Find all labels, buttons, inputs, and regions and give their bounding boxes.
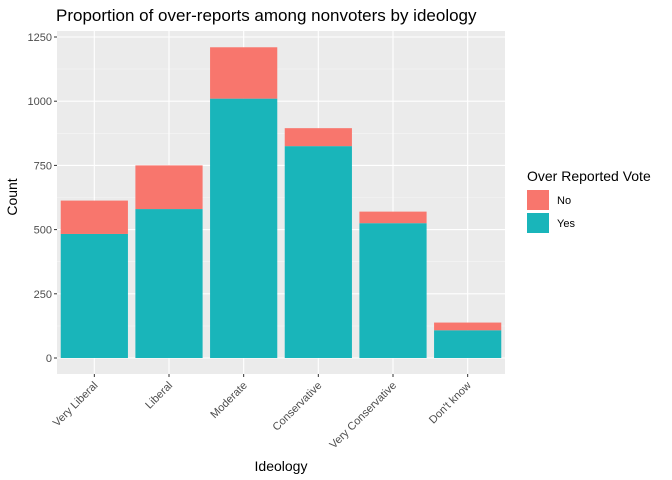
y-tick-label: 250 xyxy=(34,289,52,301)
bar-no xyxy=(434,322,502,331)
x-tick-label: Very Liberal xyxy=(51,380,101,430)
legend-title: Over Reported Vote xyxy=(527,168,651,184)
legend-key xyxy=(527,190,549,210)
bar-yes xyxy=(210,98,278,358)
y-axis: 0 250 500 750 1000 1250 xyxy=(28,32,57,365)
bar-no xyxy=(359,211,427,224)
legend-label: No xyxy=(557,195,571,207)
y-tick-label: 1250 xyxy=(28,32,52,44)
y-tick-label: 1000 xyxy=(28,96,52,108)
plot-panel xyxy=(57,31,505,374)
legend: Over Reported Vote No Yes xyxy=(527,168,651,233)
bar-no xyxy=(210,47,278,99)
x-axis: Very Liberal Liberal Moderate Conservative V… xyxy=(51,374,474,451)
bar-yes xyxy=(135,209,203,358)
x-tick-label: Very Conservative xyxy=(328,380,400,452)
legend-key xyxy=(527,213,549,233)
x-tick-label: Liberal xyxy=(143,380,175,412)
x-tick-label: Conservative xyxy=(271,380,325,434)
x-tick-label: Don't know xyxy=(427,380,474,427)
x-axis-title: Ideology xyxy=(255,458,308,474)
bar-no xyxy=(60,200,128,234)
chart-title: Proportion of over-reports among nonvote… xyxy=(56,6,477,25)
y-tick-label: 750 xyxy=(34,160,52,172)
bar-yes xyxy=(284,146,352,358)
bar-no xyxy=(135,165,203,210)
y-tick-label: 0 xyxy=(46,353,52,365)
y-axis-title: Count xyxy=(4,178,20,215)
panel-background xyxy=(57,31,505,374)
bar-yes xyxy=(359,223,427,358)
bar-no xyxy=(284,128,352,147)
bar-yes xyxy=(60,233,128,358)
legend-label: Yes xyxy=(557,218,575,230)
bar-yes xyxy=(434,330,502,358)
x-tick-label: Moderate xyxy=(208,380,249,421)
y-tick-label: 500 xyxy=(34,225,52,237)
bars xyxy=(60,47,502,358)
